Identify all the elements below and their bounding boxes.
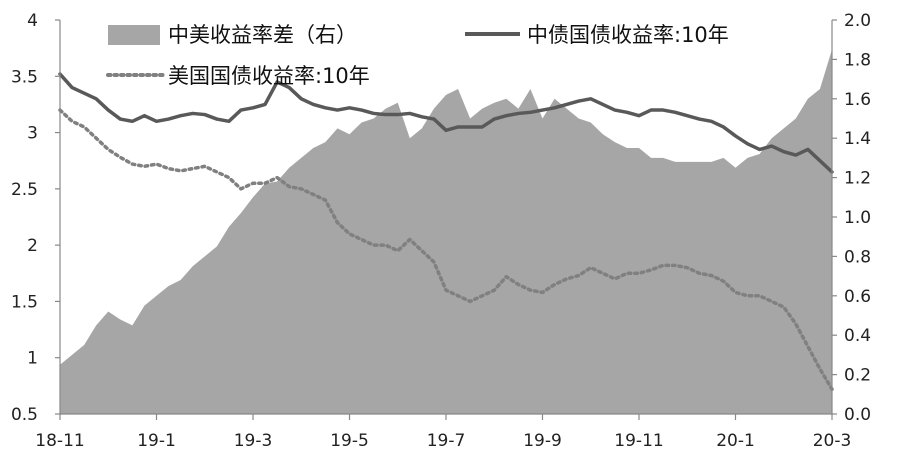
y-right-tick-label: 0.0 (844, 405, 871, 425)
x-tick-label: 19-7 (427, 431, 466, 451)
y-right-tick-label: 0.2 (844, 366, 871, 386)
axes: 0.5 1 1.5 2 2.5 3 3.5 4 0.0 0.2 0.4 0.6 0.8 1.0 1.2 1.4… (11, 11, 871, 451)
y-right-tick-label: 1.8 (844, 50, 871, 70)
x-tick-label: 18-11 (35, 431, 84, 451)
y-left-tick-label: 3 (27, 124, 38, 144)
series-china-10y-line (58, 72, 834, 174)
y-left-tick-label: 1.5 (11, 292, 38, 312)
y-left-tick-label: 0.5 (11, 405, 38, 425)
y-right-tick-label: 0.4 (844, 326, 871, 346)
y-right-tick-label: 1.6 (844, 90, 871, 110)
x-tick-label: 19-1 (137, 431, 176, 451)
y-right-tick-label: 1.4 (844, 129, 871, 149)
y-right-tick-label: 1.0 (844, 208, 871, 228)
x-tick-label: 19-5 (330, 431, 369, 451)
y-right-tick-label: 2.0 (844, 11, 871, 31)
x-tick-label: 19-11 (614, 431, 663, 451)
plot-area (58, 49, 834, 415)
series-spread-area (60, 49, 832, 415)
y-right-tick-label: 1.2 (844, 169, 871, 189)
x-tick-label: 20-1 (716, 431, 755, 451)
x-tick-label: 19-3 (234, 431, 273, 451)
y-left-tick-label: 4 (27, 11, 38, 31)
series-us-10y-line (58, 108, 834, 391)
legend-spread-label: 中美收益率差（右） (168, 23, 357, 47)
y-left-tick-label: 2.5 (11, 180, 38, 200)
legend-us-10y-label: 美国国债收益率:10年 (168, 64, 370, 88)
legend-spread-swatch (108, 25, 160, 45)
x-tick-label: 19-9 (523, 431, 562, 451)
x-tick-label: 20-3 (813, 431, 852, 451)
y-right-tick-label: 0.8 (844, 247, 871, 267)
legend-china-10y-label: 中债国债收益率:10年 (527, 23, 729, 47)
y-left-tick-label: 1 (27, 349, 38, 369)
y-left-tick-label: 2 (27, 236, 38, 256)
y-right-tick-label: 0.6 (844, 287, 871, 307)
y-left-tick-label: 3.5 (11, 67, 38, 87)
